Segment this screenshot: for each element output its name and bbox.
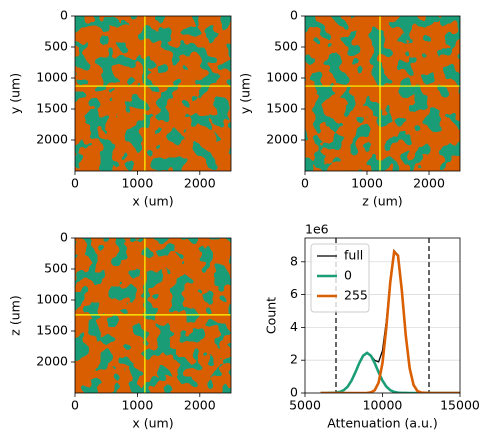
y-tick-label: 4 bbox=[290, 319, 298, 334]
x-tick-label: 10000 bbox=[363, 398, 403, 413]
axes-frame bbox=[74, 237, 232, 394]
y-tick-label: 1000 bbox=[266, 70, 298, 85]
x-tick-label: 15000 bbox=[440, 398, 480, 413]
x-tick-label: 1000 bbox=[351, 176, 383, 191]
y-tick-label: 1000 bbox=[36, 292, 68, 307]
y-tick-label: 1500 bbox=[266, 101, 298, 116]
y-tick-label: 6 bbox=[290, 286, 298, 301]
x-tick-label: 1000 bbox=[121, 176, 153, 191]
y-tick-label: 0 bbox=[290, 8, 298, 23]
y-axis-label: z (um) bbox=[8, 295, 23, 335]
x-axis-label: Attenuation (a.u.) bbox=[327, 416, 438, 431]
series-line bbox=[320, 249, 460, 393]
y-axis-label: Count bbox=[264, 297, 279, 334]
y-offset-label: 1e6 bbox=[305, 222, 329, 237]
x-tick-label: 2000 bbox=[184, 398, 216, 413]
y-tick-label: 2000 bbox=[36, 354, 68, 369]
x-tick-label: 0 bbox=[71, 176, 79, 191]
x-axis-label: z (um) bbox=[362, 194, 402, 209]
series-line bbox=[320, 351, 460, 393]
axes-frame bbox=[304, 15, 461, 172]
y-tick-label: 8 bbox=[290, 253, 298, 268]
y-tick-label: 2000 bbox=[266, 132, 298, 147]
x-axis-label: x (um) bbox=[132, 194, 173, 209]
y-tick-label: 0 bbox=[60, 230, 68, 245]
y-tick-label: 500 bbox=[44, 261, 68, 276]
image-slice bbox=[75, 238, 231, 393]
axes-frame bbox=[74, 15, 232, 172]
y-axis-label: y (um) bbox=[8, 73, 23, 114]
y-axis-label: y (um) bbox=[238, 73, 253, 114]
x-tick-label: 5000 bbox=[289, 398, 321, 413]
y-tick-label: 0 bbox=[60, 8, 68, 23]
x-tick-label: 1000 bbox=[121, 398, 153, 413]
x-tick-label: 0 bbox=[301, 176, 309, 191]
x-tick-label: 2000 bbox=[184, 176, 216, 191]
x-tick-label: 2000 bbox=[413, 176, 445, 191]
legend-label: full bbox=[344, 248, 363, 263]
y-tick-label: 500 bbox=[44, 39, 68, 54]
y-tick-label: 0 bbox=[290, 385, 298, 400]
y-tick-label: 2 bbox=[290, 352, 298, 367]
x-axis-label: x (um) bbox=[132, 416, 173, 431]
y-tick-label: 1000 bbox=[36, 70, 68, 85]
y-tick-label: 1500 bbox=[36, 323, 68, 338]
image-slice bbox=[75, 16, 231, 171]
y-tick-label: 2000 bbox=[36, 132, 68, 147]
legend-label: 255 bbox=[344, 288, 368, 303]
y-tick-label: 1500 bbox=[36, 101, 68, 116]
image-slice bbox=[305, 16, 460, 171]
y-tick-label: 500 bbox=[274, 39, 298, 54]
x-tick-label: 0 bbox=[71, 398, 79, 413]
legend-label: 0 bbox=[344, 268, 352, 283]
